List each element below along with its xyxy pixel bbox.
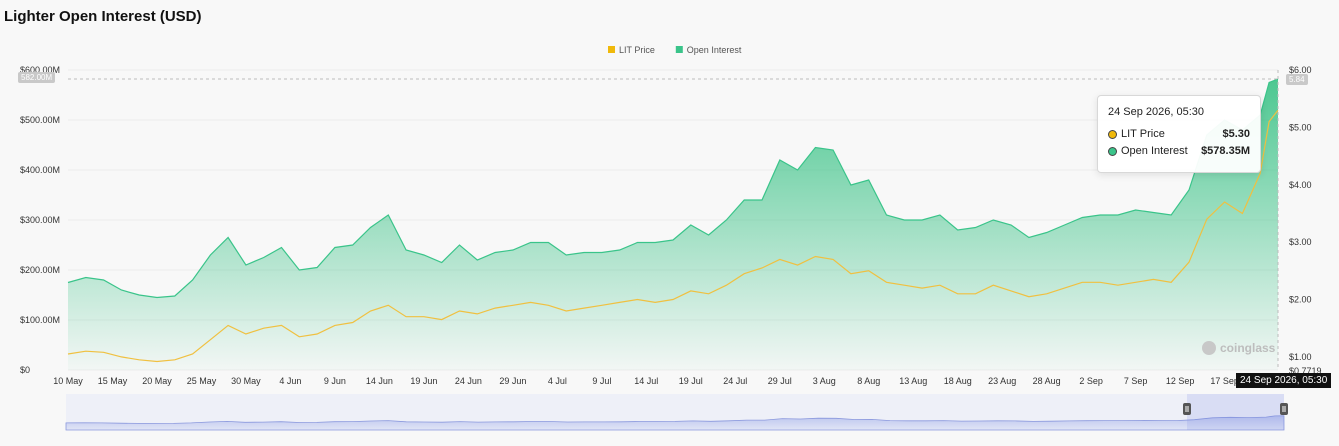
tooltip-row-lit-price: LIT Price $5.30 — [1108, 128, 1250, 140]
handle-grip-icon[interactable] — [1183, 403, 1191, 415]
x-tick-label: 9 Jul — [592, 376, 611, 386]
tooltip-label: LIT Price — [1121, 128, 1165, 140]
x-tick-label: 25 May — [187, 376, 217, 386]
y-left-tick-label: $0 — [20, 365, 30, 375]
open-interest-series — [67, 78, 1279, 370]
range-navigator[interactable] — [65, 394, 1288, 431]
x-tick-label: 24 Jul — [723, 376, 747, 386]
x-tick-label: 10 May — [53, 376, 83, 386]
y-left-tick-label: $100.00M — [20, 315, 60, 325]
tooltip-label: Open Interest — [1121, 145, 1188, 157]
y-axis-left: $0 $100.00M $200.00M $300.00M $400.00M $500.0… — [20, 65, 60, 375]
open-interest-line — [67, 78, 1279, 299]
x-tick-label: 15 May — [98, 376, 128, 386]
handle-grip-icon[interactable] — [1280, 403, 1288, 415]
x-tick-label: 18 Aug — [944, 376, 972, 386]
x-tick-label: 29 Jun — [499, 376, 526, 386]
x-tick-label: 8 Aug — [857, 376, 880, 386]
x-tick-label: 19 Jun — [410, 376, 437, 386]
x-tick-label: 14 Jul — [634, 376, 658, 386]
y-left-tick-label: $500.00M — [20, 115, 60, 125]
y-right-min-label: $0.7719 — [1289, 366, 1322, 376]
x-tick-label: 12 Sep — [1166, 376, 1195, 386]
x-tick-label: 17 Sep — [1210, 376, 1239, 386]
right-crosshair-label: 5.84 — [1286, 74, 1308, 85]
x-tick-label: 30 May — [231, 376, 261, 386]
tooltip-value: $5.30 — [1222, 128, 1250, 140]
x-tick-label: 9 Jun — [324, 376, 346, 386]
x-tick-label: 3 Aug — [813, 376, 836, 386]
legend-label-1: Open Interest — [687, 45, 742, 55]
lit-price-dot-icon — [1108, 129, 1117, 139]
y-right-tick-label: $4.00 — [1289, 180, 1312, 190]
crosshair-time-label: 24 Sep 2026, 05:30 — [1236, 373, 1332, 388]
tooltip-time: 24 Sep 2026, 05:30 — [1108, 106, 1205, 118]
y-right-tick-label: $6.00 — [1289, 65, 1312, 75]
legend-swatch-0 — [608, 46, 615, 53]
x-tick-label: 13 Aug — [899, 376, 927, 386]
y-left-tick-label: $400.00M — [20, 165, 60, 175]
y-right-tick-label: $1.00 — [1289, 352, 1312, 362]
legend-swatch-1 — [675, 46, 683, 53]
navigator-selection[interactable] — [1187, 394, 1284, 430]
legend-label-0: LIT Price — [619, 45, 655, 55]
lit-price-line — [67, 109, 1279, 363]
y-right-tick-label: $5.00 — [1289, 122, 1312, 132]
crosshair — [68, 70, 1279, 370]
y-left-tick-label: $300.00M — [20, 215, 60, 225]
navigator-handle-right[interactable] — [1280, 403, 1288, 415]
watermark: coinglass — [1202, 341, 1275, 355]
y-axis-right: $1.00 $2.00 $3.00 $4.00 $5.00 $6.00 $0.7719 — [1289, 65, 1322, 376]
x-tick-label: 4 Jul — [548, 376, 567, 386]
x-tick-label: 4 Jun — [279, 376, 301, 386]
chart-title: Lighter Open Interest (USD) — [4, 8, 202, 25]
x-tick-label: 23 Aug — [988, 376, 1016, 386]
x-tick-label: 14 Jun — [366, 376, 393, 386]
x-axis: 10 May 15 May 20 May 25 May 30 May 4 Jun 9 Jun… — [53, 376, 1239, 386]
x-tick-label: 19 Jul — [679, 376, 703, 386]
x-tick-label: 29 Jul — [768, 376, 792, 386]
watermark-text: coinglass — [1220, 341, 1276, 355]
x-tick-label: 7 Sep — [1124, 376, 1148, 386]
x-tick-label: 2 Sep — [1079, 376, 1103, 386]
x-tick-label: 24 Jun — [455, 376, 482, 386]
chart-legend: LIT Price Open Interest — [608, 45, 742, 55]
y-right-tick-label: $2.00 — [1289, 295, 1312, 305]
x-tick-label: 20 May — [142, 376, 172, 386]
tooltip-value: $578.35M — [1201, 145, 1250, 157]
y-right-tick-label: $3.00 — [1289, 237, 1312, 247]
left-crosshair-label: 582.00M — [18, 72, 56, 83]
open-interest-dot-icon — [1108, 146, 1117, 156]
y-left-tick-label: $200.00M — [20, 265, 60, 275]
navigator-handle-left[interactable] — [1183, 403, 1191, 415]
lit-price-series — [67, 109, 1279, 363]
tooltip: 24 Sep 2026, 05:30 LIT Price $5.30 Open … — [1097, 95, 1261, 173]
tooltip-row-open-interest: Open Interest $578.35M — [1108, 145, 1250, 157]
coinglass-logo-icon — [1202, 341, 1216, 355]
open-interest-area — [68, 79, 1278, 370]
x-tick-label: 28 Aug — [1033, 376, 1061, 386]
navigator-series — [65, 415, 1285, 431]
y-left-tick-label: $600.00M — [20, 65, 60, 75]
